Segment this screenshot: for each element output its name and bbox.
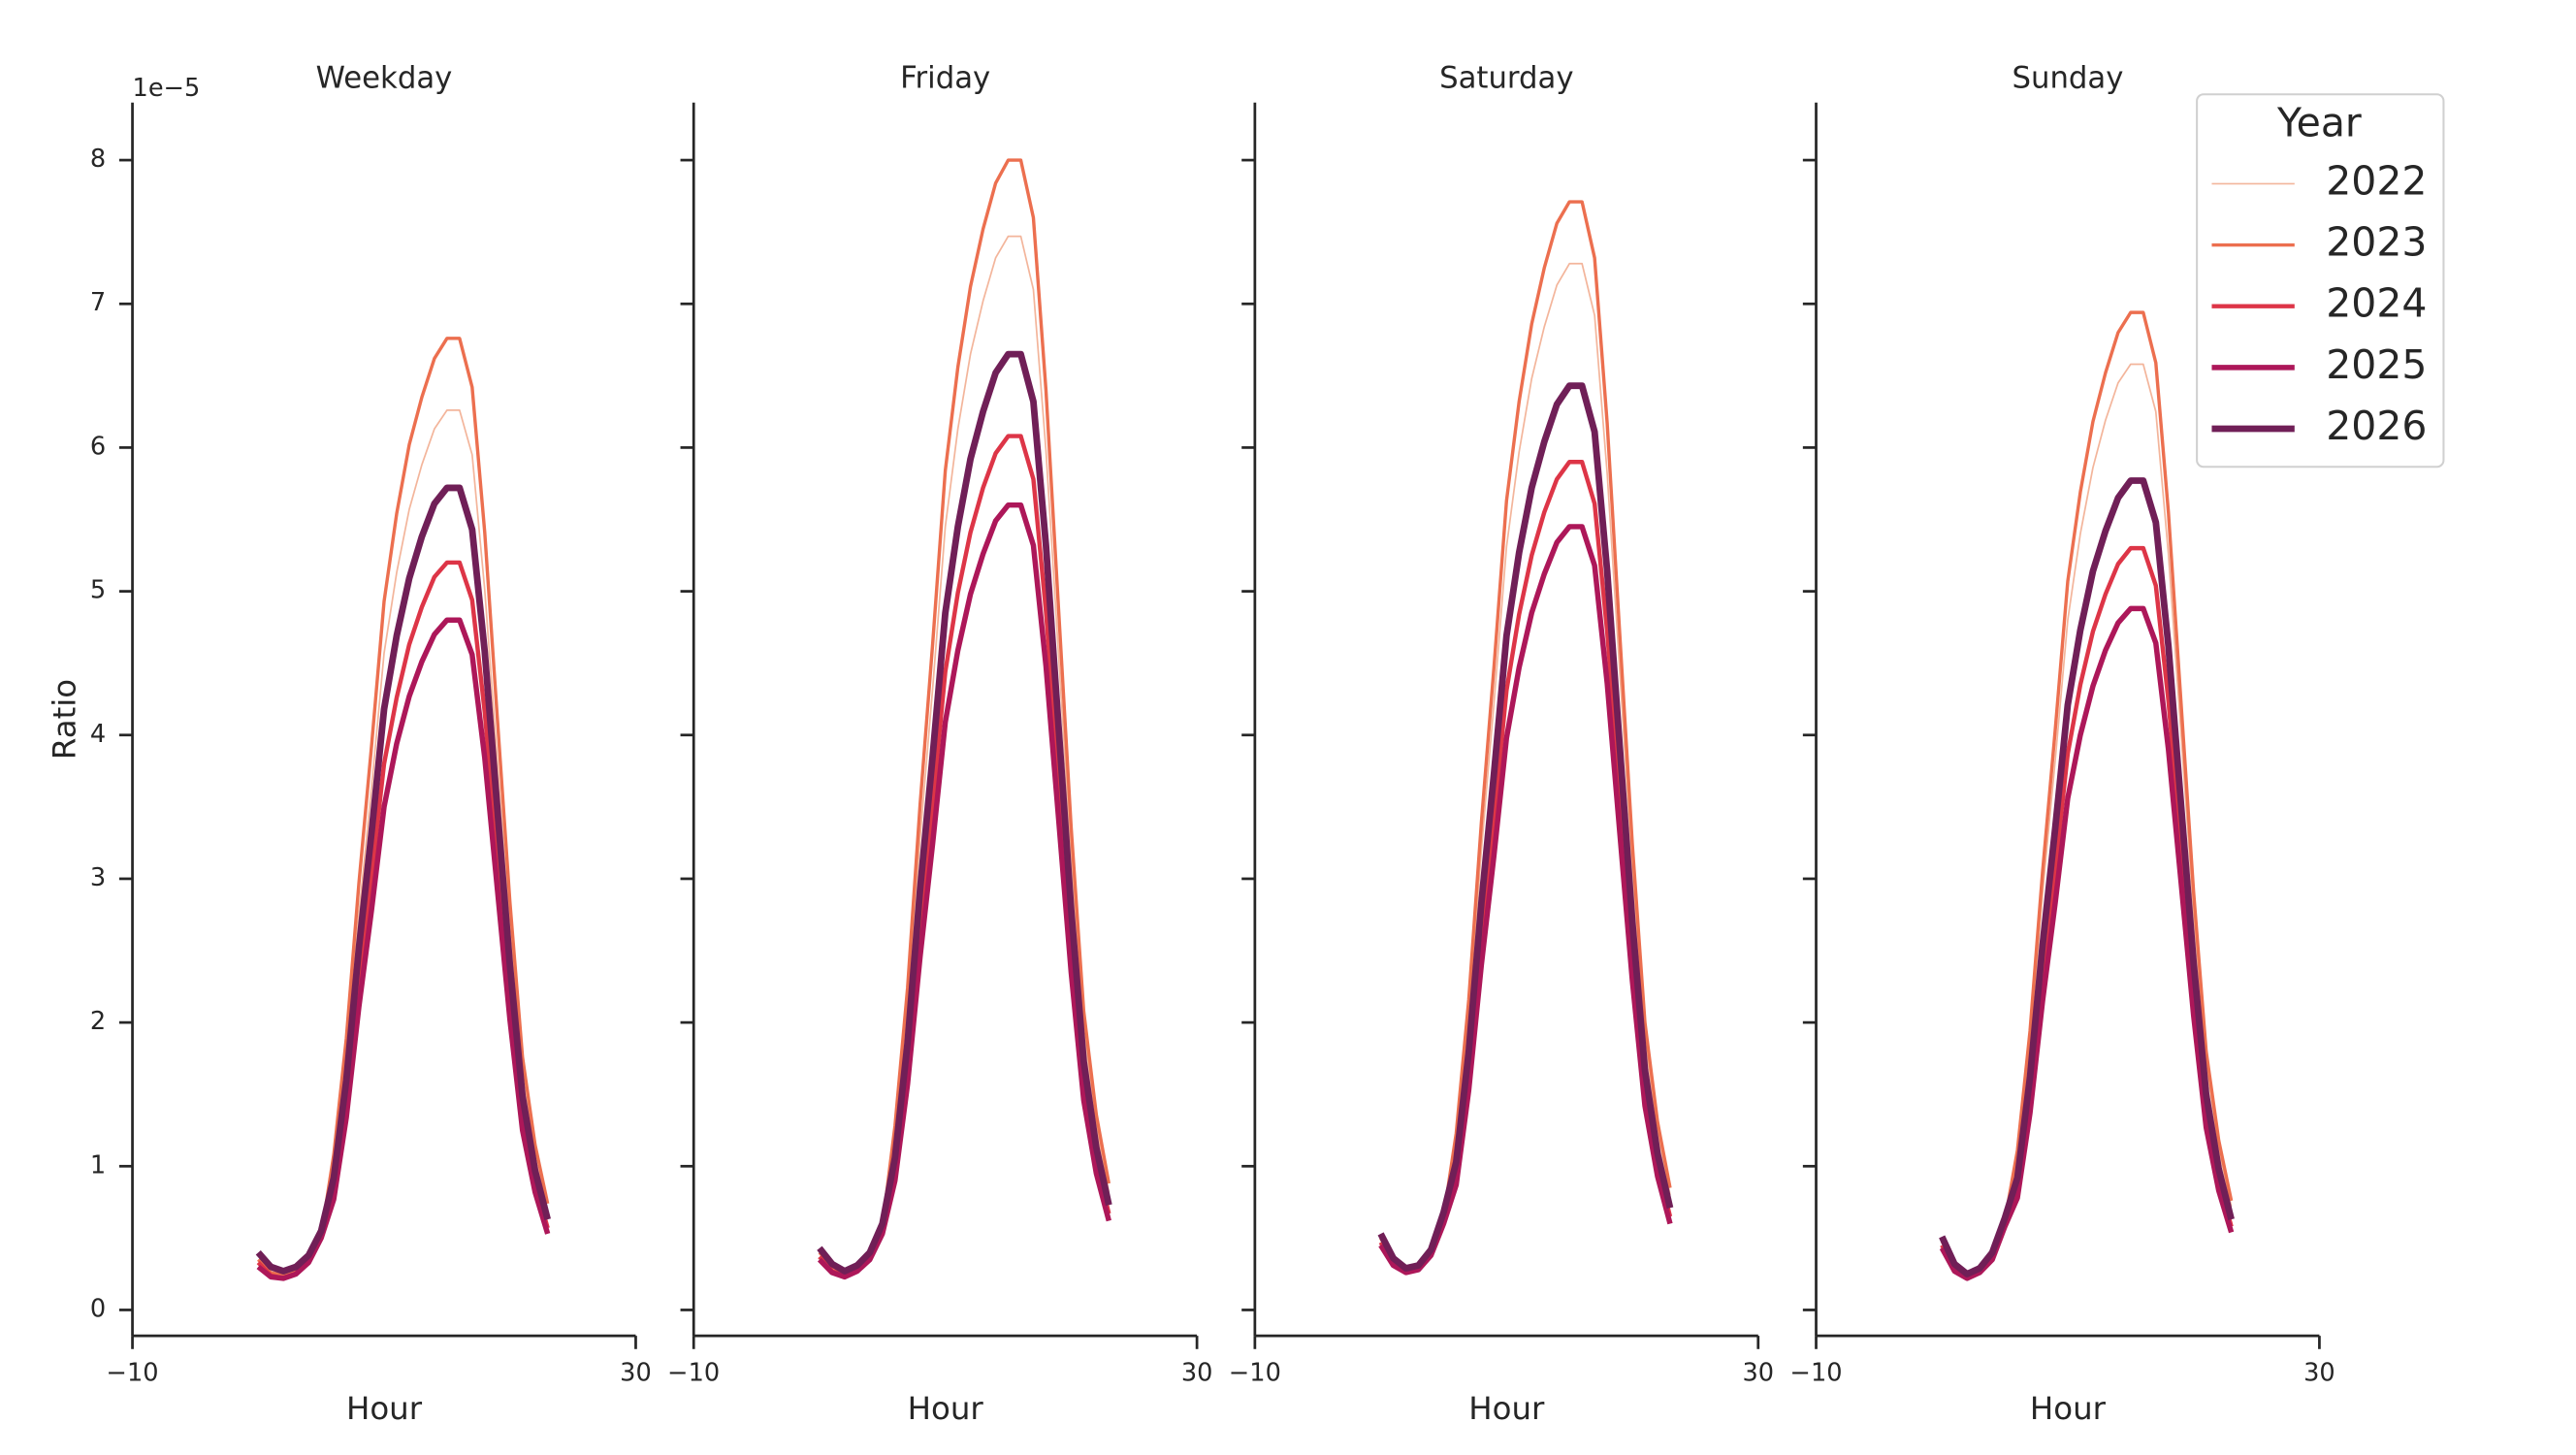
x-tick-label: −10 (1790, 1358, 1843, 1387)
series-line (256, 617, 551, 1281)
x-axis-label: Hour (2030, 1390, 2107, 1427)
x-axis-label: Hour (1468, 1390, 1545, 1427)
legend-label: 2023 (2326, 219, 2427, 266)
x-tick-label: 30 (1181, 1358, 1213, 1387)
series-line (1940, 310, 2234, 1277)
x-axis-label: Hour (908, 1390, 984, 1427)
legend-label: 2022 (2326, 157, 2427, 204)
x-axis-label: Hour (346, 1390, 423, 1427)
series-line (257, 337, 550, 1277)
series-line (1379, 200, 1672, 1272)
series-line (255, 484, 551, 1275)
subplot-title: Weekday (316, 60, 453, 95)
x-tick-label: −10 (1229, 1358, 1281, 1387)
x-tick-label: −10 (667, 1358, 720, 1387)
y-tick-label: 2 (90, 1007, 106, 1036)
y-tick-label: 4 (90, 720, 106, 749)
legend-label: 2024 (2326, 280, 2427, 327)
series-line (818, 158, 1111, 1275)
legend-label: 2026 (2326, 403, 2427, 449)
legend-box (2196, 93, 2445, 469)
legend-title: Year (2276, 100, 2362, 146)
subplot-title: Sunday (2012, 60, 2123, 95)
legend-label: 2025 (2326, 341, 2427, 388)
y-axis-label: Ratio (46, 679, 82, 760)
x-tick-label: 30 (2303, 1358, 2335, 1387)
y-tick-label: 8 (90, 145, 106, 174)
y-tick-label: 0 (90, 1294, 106, 1323)
series-line (1377, 382, 1674, 1272)
series-line (1378, 524, 1673, 1276)
y-tick-label: 3 (90, 863, 106, 892)
y-tick-label: 6 (90, 432, 106, 461)
x-tick-label: −10 (107, 1358, 159, 1387)
y-tick-label: 5 (90, 576, 106, 605)
y-tick-label: 7 (90, 288, 106, 317)
series-line (817, 350, 1112, 1275)
y-tick-label: 1 (90, 1150, 106, 1180)
series-line (1939, 605, 2235, 1281)
series-line (817, 501, 1111, 1280)
x-tick-label: 30 (620, 1358, 652, 1387)
subplot-title: Saturday (1439, 60, 1573, 95)
series-line (1939, 477, 2235, 1277)
subplot-title: Friday (900, 60, 990, 95)
offset-text: 1e−5 (133, 74, 201, 103)
x-tick-label: 30 (1742, 1358, 1774, 1387)
